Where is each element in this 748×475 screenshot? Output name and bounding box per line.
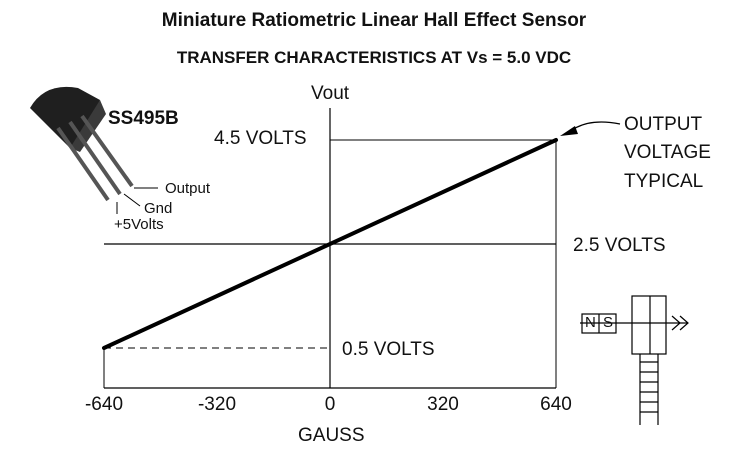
- output-voltage-line: [102, 138, 558, 350]
- x-tick-label: 0: [324, 394, 336, 415]
- chart-title: Miniature Ratiometric Linear Hall Effect…: [161, 10, 587, 31]
- pin-label-vcc: +5Volts: [114, 216, 164, 233]
- magnet-north-label: N: [585, 314, 596, 331]
- chart-axes: [103, 108, 557, 389]
- annotation-line-1: OUTPUT: [624, 114, 703, 135]
- magnet-south-label: S: [603, 314, 614, 331]
- y-axis-label: Vout: [311, 83, 350, 104]
- part-number: SS495B: [108, 108, 179, 129]
- pin-label-gnd: Gnd: [144, 200, 173, 217]
- x-tick-label: -320: [197, 394, 237, 415]
- pin-leader-lines: [116, 187, 158, 214]
- magnet-sensor-diagram: [580, 295, 689, 425]
- x-tick-label: -640: [84, 394, 124, 415]
- x-axis-label: GAUSS: [298, 425, 365, 446]
- sensor-body: [631, 295, 667, 355]
- x-tick-label: 640: [540, 394, 572, 415]
- sensor-package-illustration: [30, 86, 134, 202]
- annotation-line-3: TYPICAL: [624, 171, 704, 192]
- ref-label-0-5: 0.5 VOLTS: [342, 339, 435, 360]
- annotation-line-2: VOLTAGE: [624, 142, 711, 163]
- annotation-arrow: [560, 121, 621, 136]
- ref-label-2-5: 2.5 VOLTS: [573, 235, 666, 256]
- chart-subtitle: TRANSFER CHARACTERISTICS AT Vs = 5.0 VDC: [176, 48, 572, 67]
- ref-label-4-5: 4.5 VOLTS: [214, 128, 307, 149]
- pin-label-output: Output: [165, 180, 211, 197]
- x-tick-label: 320: [427, 394, 459, 415]
